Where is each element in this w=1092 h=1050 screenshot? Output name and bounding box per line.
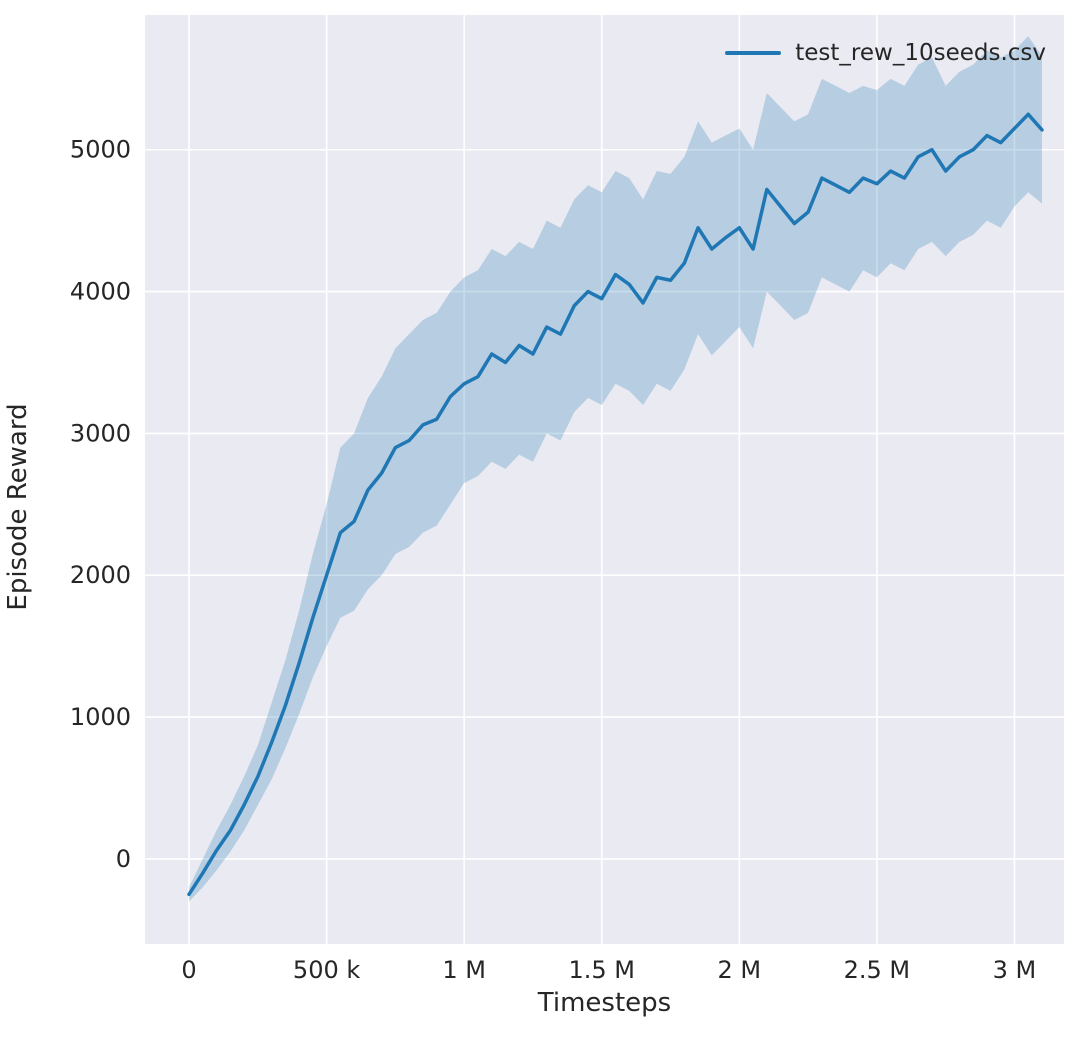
confidence-band xyxy=(189,36,1042,902)
x-axis-label: Timesteps xyxy=(537,988,672,1018)
x-tick-label-1: 500 k xyxy=(293,956,360,984)
mean-line xyxy=(187,112,1044,897)
y-axis-label: Episode Reward xyxy=(3,403,33,611)
x-tick-label-6: 3 M xyxy=(993,956,1037,984)
legend-line-icon xyxy=(725,51,782,55)
legend-label: test_rew_10seeds.csv xyxy=(795,40,1046,66)
x-tick-label-5: 2.5 M xyxy=(844,956,911,984)
y-tick-label-3: 3000 xyxy=(70,419,131,447)
legend: test_rew_10seeds.csv xyxy=(725,40,1046,66)
y-tick-label-2: 2000 xyxy=(70,561,131,589)
x-tick-label-0: 0 xyxy=(181,956,196,984)
y-tick-label-1: 1000 xyxy=(70,703,131,731)
x-tick-label-2: 1 M xyxy=(442,956,486,984)
x-tick-label-4: 2 M xyxy=(718,956,762,984)
y-tick-label-5: 5000 xyxy=(70,136,131,164)
x-tick-label-3: 1.5 M xyxy=(568,956,635,984)
y-tick-label-4: 4000 xyxy=(70,278,131,306)
y-tick-label-0: 0 xyxy=(116,845,131,873)
